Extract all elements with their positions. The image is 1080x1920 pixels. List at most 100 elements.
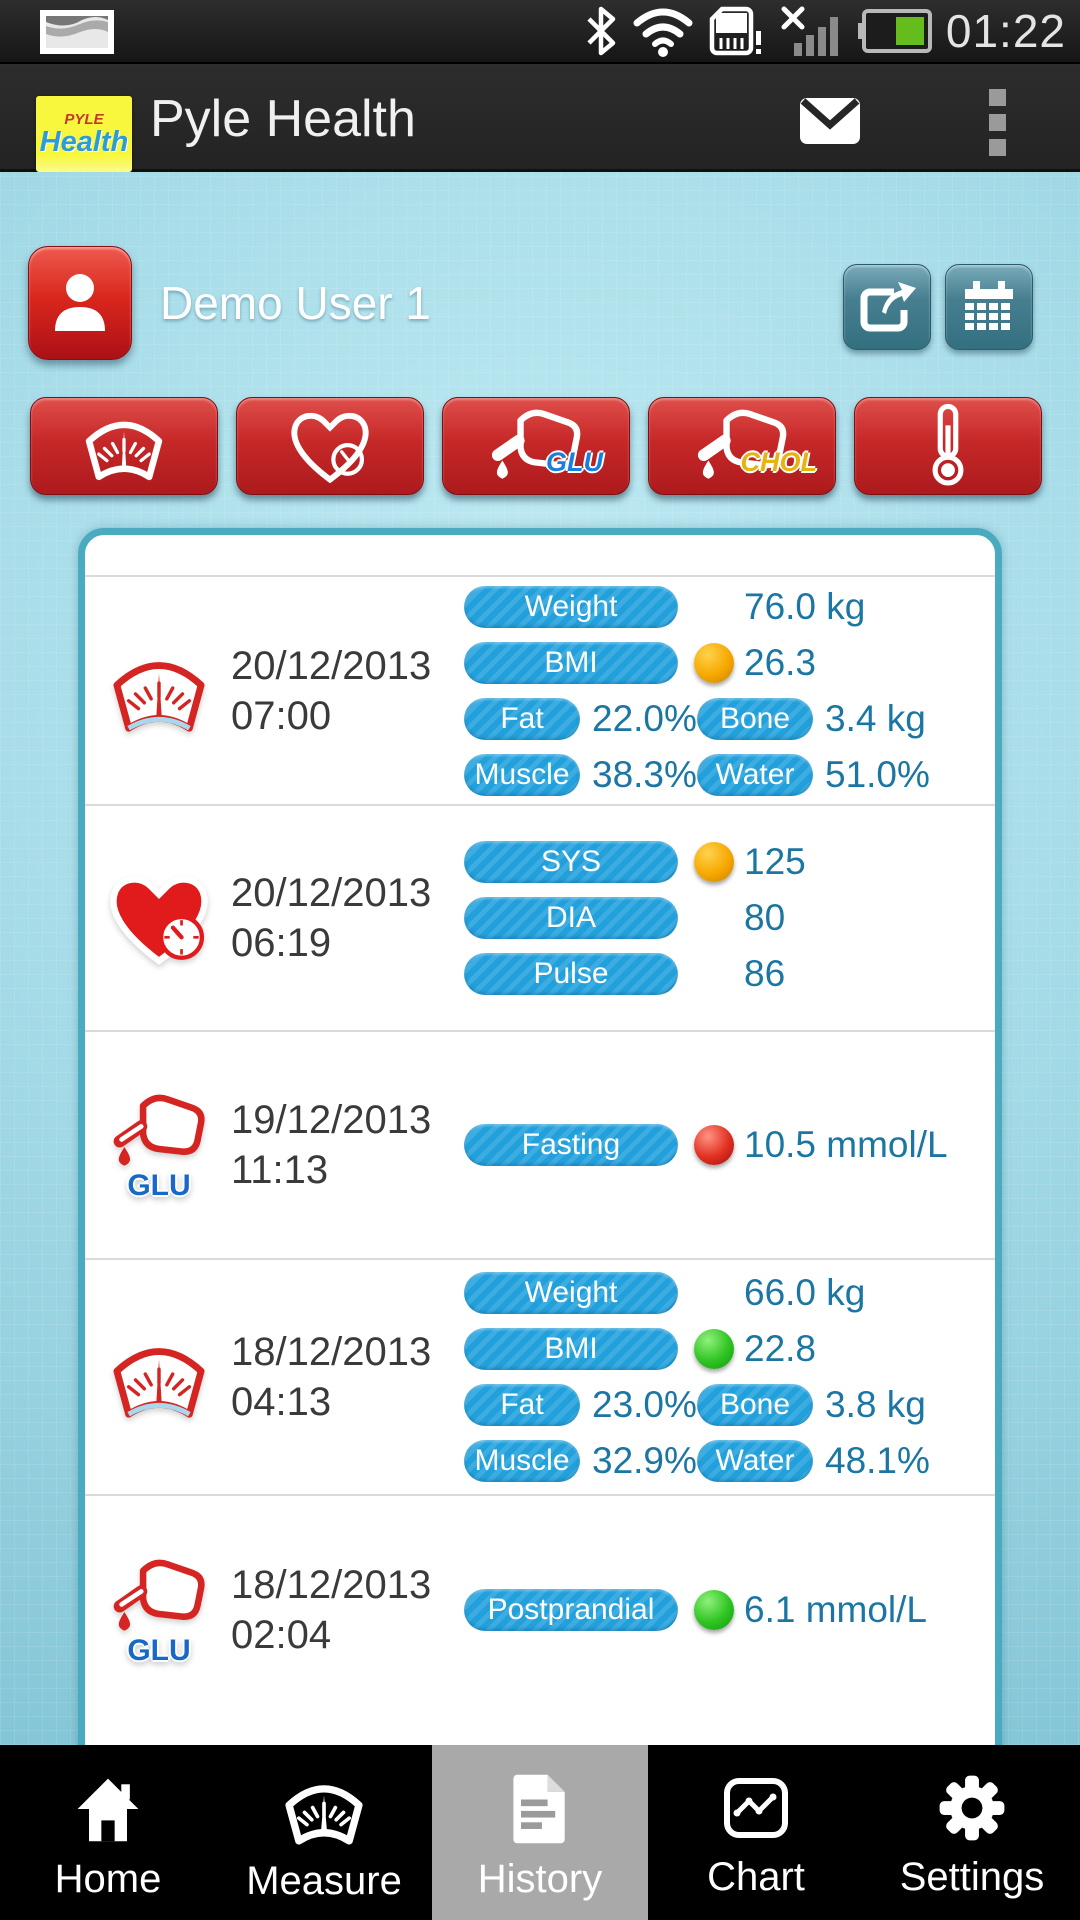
- temperature-category-button[interactable]: [854, 397, 1042, 495]
- entry-datetime: 18/12/2013 04:13: [231, 1330, 432, 1424]
- stat-value: 38.3%: [592, 753, 697, 795]
- nav-label: Chart: [707, 1855, 805, 1899]
- stat-pill: Bone: [697, 1384, 813, 1426]
- nav-tab-chart[interactable]: Chart: [648, 1745, 864, 1920]
- calendar-icon: [965, 281, 1013, 330]
- chol-category-label: CHOL: [740, 447, 818, 477]
- nav-label: Home: [54, 1857, 162, 1901]
- history-entry-weight-1[interactable]: 20/12/2013 07:00 Weight 76.0 kg BMI 26.3 Fa…: [85, 575, 995, 804]
- battery-icon: [857, 9, 932, 53]
- app-bar: PYLE Health Pyle Health: [0, 62, 1080, 172]
- stat-value: 6.1 mmol/L: [744, 1589, 928, 1630]
- logo-main-text: Health: [39, 125, 129, 158]
- nav-tab-history[interactable]: History: [432, 1745, 648, 1920]
- stat-value: 80: [744, 897, 786, 938]
- home-icon: [77, 1778, 139, 1842]
- stat-pill: Weight: [464, 1272, 678, 1314]
- stat-pill: Postprandial: [464, 1589, 678, 1631]
- nav-tab-home[interactable]: Home: [0, 1745, 216, 1920]
- logo-top-text: PYLE: [64, 110, 104, 128]
- stat-pill: BMI: [464, 641, 678, 684]
- blood-pressure-category-button[interactable]: [236, 397, 424, 495]
- card-header: [85, 535, 995, 575]
- settings-gear-icon: [939, 1775, 1005, 1841]
- glucose-category-button[interactable]: GLU: [442, 397, 630, 495]
- main-content: Demo User 1: [0, 172, 1080, 1788]
- stat-value: 3.8 kg: [825, 1384, 926, 1425]
- glucose-hand-icon: [113, 1094, 205, 1166]
- bluetooth-icon: [587, 6, 616, 56]
- stat-pill: Water: [697, 1440, 813, 1482]
- stat-pill: Muscle: [464, 1440, 580, 1482]
- thermometer-icon: [932, 403, 964, 486]
- mail-button[interactable]: [795, 90, 865, 152]
- page-title: Pyle Health: [150, 90, 416, 148]
- stat-value: 125: [744, 841, 806, 882]
- glu-category-label: GLU: [546, 447, 603, 477]
- stat-pill: Muscle: [464, 753, 580, 796]
- weight-scale-icon: [85, 421, 163, 481]
- stat-value: 22.8: [744, 1328, 817, 1369]
- weight-scale-icon: [113, 1348, 205, 1418]
- screenshot-notification-icon: [40, 10, 114, 54]
- heart-monitor-icon: [291, 412, 369, 484]
- user-avatar-button[interactable]: [28, 246, 132, 360]
- signal-strength-icon: [781, 6, 838, 56]
- nav-tab-settings[interactable]: Settings: [864, 1745, 1080, 1920]
- cholesterol-category-button[interactable]: CHOL: [648, 397, 836, 495]
- status-dot-red: [694, 1125, 734, 1165]
- nav-label: Measure: [246, 1859, 402, 1903]
- stat-pill: Pulse: [464, 953, 678, 995]
- glucose-hand-icon: [491, 409, 581, 479]
- history-document-icon: [513, 1774, 565, 1844]
- entry-datetime: 20/12/2013 06:19: [231, 871, 432, 965]
- glucose-hand-icon: [113, 1559, 205, 1631]
- status-dot-green: [694, 1329, 734, 1369]
- history-list-card: 20/12/2013 07:00 Weight 76.0 kg BMI 26.3 Fa…: [78, 528, 1002, 1788]
- nav-tab-measure[interactable]: Measure: [216, 1745, 432, 1920]
- bottom-navigation-bar: Home Measure Hi: [0, 1745, 1080, 1920]
- stat-value: 76.0 kg: [744, 585, 866, 627]
- status-dot-orange: [694, 642, 734, 683]
- stat-value: 86: [744, 953, 786, 994]
- stat-value: 10.5 mmol/L: [744, 1124, 948, 1165]
- history-entry-glucose-2[interactable]: GLU 18/12/2013 02:04 Postprandial 6.1 mmol…: [85, 1494, 995, 1724]
- stat-value: 26.3: [744, 641, 817, 683]
- entry-datetime: 18/12/2013 02:04: [231, 1563, 432, 1657]
- glu-icon-label: GLU: [127, 1169, 191, 1202]
- stat-pill: Water: [697, 753, 813, 796]
- history-entry-weight-2[interactable]: 18/12/2013 04:13 Weight 66.0 kg BMI 22.8 Fa…: [85, 1258, 995, 1494]
- history-entry-blood-pressure[interactable]: 20/12/2013 06:19 SYS 125 DIA 80 Pulse 86: [85, 804, 995, 1030]
- overflow-menu-button[interactable]: [975, 82, 1019, 162]
- sim-alert-icon: [709, 6, 761, 56]
- weight-category-button[interactable]: [30, 397, 218, 495]
- wifi-icon: [633, 8, 693, 57]
- stat-pill: DIA: [464, 897, 678, 939]
- cholesterol-hand-icon: [697, 409, 787, 479]
- stat-pill: BMI: [464, 1328, 678, 1370]
- stat-value: 3.4 kg: [825, 697, 926, 739]
- share-button[interactable]: [843, 264, 931, 350]
- calendar-button[interactable]: [945, 264, 1033, 350]
- measure-scale-icon: [285, 1785, 363, 1845]
- chart-icon: [724, 1778, 788, 1838]
- nav-label: History: [477, 1857, 603, 1901]
- envelope-icon: [800, 98, 860, 144]
- stat-pill: Fasting: [464, 1124, 678, 1166]
- person-icon: [55, 274, 105, 331]
- stat-value: 48.1%: [825, 1440, 930, 1481]
- category-button-row: GLU CHOL: [0, 397, 1080, 497]
- stat-value: 22.0%: [592, 697, 697, 739]
- clock-time: 01:22: [945, 5, 1066, 57]
- share-export-icon: [860, 282, 916, 332]
- stat-pill: Fat: [464, 697, 580, 740]
- nav-label: Settings: [899, 1855, 1045, 1899]
- weight-scale-icon: [113, 661, 205, 732]
- status-dot-green: [694, 1590, 734, 1630]
- stat-value: 32.9%: [592, 1440, 697, 1481]
- history-entry-glucose-1[interactable]: GLU 19/12/2013 11:13 Fasting 10.5 mmol/L: [85, 1030, 995, 1258]
- heart-monitor-icon: [110, 876, 208, 965]
- stat-value: 66.0 kg: [744, 1272, 866, 1313]
- stat-value: 23.0%: [592, 1384, 697, 1425]
